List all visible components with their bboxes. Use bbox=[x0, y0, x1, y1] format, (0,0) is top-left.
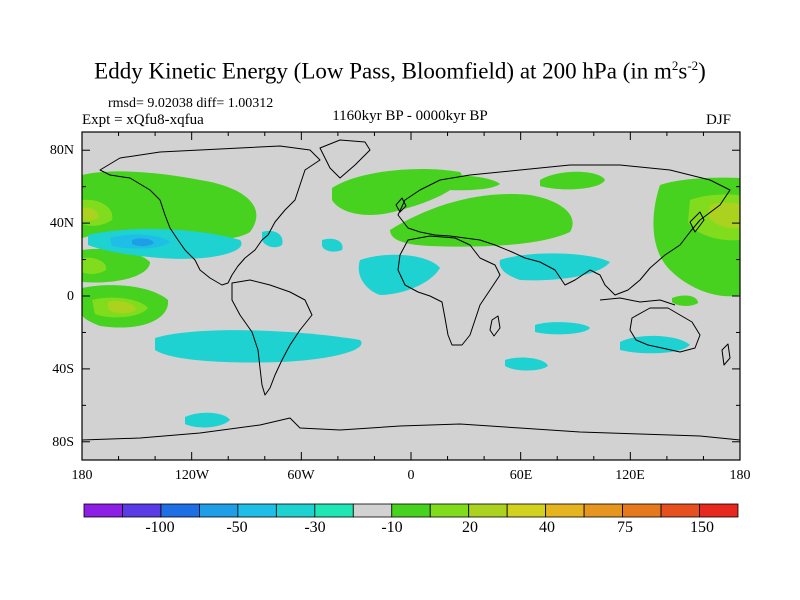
colorbar bbox=[83, 503, 739, 518]
coastline-indonesia bbox=[599, 297, 676, 306]
colorbar-swatch bbox=[583, 503, 623, 518]
colorbar-swatch bbox=[429, 503, 470, 518]
colorbar-swatch bbox=[660, 503, 700, 518]
colorbar-swatch bbox=[275, 503, 316, 518]
lat-tick-label: 40S bbox=[52, 362, 74, 377]
fill-region-cyan bbox=[505, 357, 548, 371]
fill-region-green bbox=[82, 248, 150, 283]
lon-tick-label: 120E bbox=[615, 468, 645, 483]
colorbar-swatch bbox=[391, 503, 431, 518]
lon-tick-label: 0 bbox=[407, 468, 415, 483]
lat-tick-label: 40N bbox=[49, 216, 74, 231]
colorbar-label: 150 bbox=[690, 519, 714, 536]
colorbar-label: -30 bbox=[304, 519, 326, 536]
colorbar-swatch bbox=[468, 503, 508, 518]
colorbar-swatch bbox=[122, 503, 162, 518]
lon-tick-label: 120W bbox=[174, 468, 210, 483]
lat-tick-label: 80S bbox=[52, 435, 74, 450]
plot-title: Eddy Kinetic Energy (Low Pass, Bloomfiel… bbox=[94, 58, 706, 84]
colorbar-swatch bbox=[199, 503, 239, 518]
colorbar-swatch bbox=[622, 503, 662, 518]
lat-tick-label: 80N bbox=[49, 143, 74, 158]
colorbar-swatch bbox=[237, 503, 277, 518]
fill-region-cyan bbox=[185, 412, 230, 428]
colorbar-label: 40 bbox=[539, 519, 555, 536]
season-label: DJF bbox=[706, 112, 732, 128]
fill-region-cyan bbox=[322, 238, 343, 252]
contour-fills bbox=[82, 168, 740, 428]
coastline-africa bbox=[397, 235, 501, 346]
coastline-north-america bbox=[99, 145, 321, 286]
rmsd-diff-stats: rmsd= 9.02038 diff= 1.00312 bbox=[108, 96, 274, 111]
colorbar-label: -10 bbox=[381, 519, 403, 536]
colorbar-label: -50 bbox=[226, 519, 248, 536]
coastline-antarctica bbox=[81, 417, 741, 441]
coastline-british-isles bbox=[395, 197, 407, 213]
fill-region-yellow bbox=[708, 202, 740, 229]
fill-region-cyan bbox=[499, 253, 610, 281]
colorbar-swatch bbox=[314, 503, 354, 518]
fill-region-green bbox=[390, 194, 573, 247]
time-period-label: 1160kyr BP - 0000kyr BP bbox=[332, 108, 488, 124]
colorbar-swatch bbox=[506, 503, 547, 518]
axis-ticks bbox=[81, 132, 741, 460]
lat-tick-label: 0 bbox=[67, 289, 74, 304]
fill-region-green bbox=[540, 171, 605, 190]
colorbar-label: -100 bbox=[145, 519, 175, 536]
colorbar-swatch bbox=[352, 503, 393, 518]
fill-region-green bbox=[220, 208, 255, 228]
coastline-greenland bbox=[319, 139, 371, 179]
lon-tick-label: 180 bbox=[729, 468, 751, 483]
coastlines bbox=[81, 139, 741, 441]
coastline-new-zealand bbox=[721, 343, 731, 366]
colorbar-swatch bbox=[160, 503, 200, 518]
coastline-japan bbox=[689, 211, 705, 233]
coastline-south-america bbox=[231, 279, 313, 396]
fill-region-cyan bbox=[358, 254, 440, 295]
fill-region-yellow bbox=[82, 207, 99, 221]
fill-region-green bbox=[672, 295, 698, 306]
colorbar-swatch bbox=[699, 503, 739, 518]
fill-region-green bbox=[82, 171, 257, 240]
colorbar-swatch bbox=[83, 503, 123, 518]
fill-region-cyan bbox=[155, 330, 362, 363]
colorbar-label: 20 bbox=[462, 519, 478, 536]
lon-tick-label: 180 bbox=[71, 468, 93, 483]
fill-region-yellow bbox=[108, 300, 136, 314]
fill-region-blue bbox=[132, 238, 154, 247]
colorbar-label: 75 bbox=[617, 519, 633, 536]
experiment-label: Expt = xQfu8-xqfua bbox=[82, 112, 204, 128]
fill-region-green bbox=[420, 175, 500, 191]
fill-region-yellow-green bbox=[82, 257, 107, 274]
lon-tick-label: 60E bbox=[509, 468, 533, 483]
fill-region-cyan bbox=[262, 230, 283, 248]
coastline-australia bbox=[629, 307, 701, 353]
coastline-eurasia bbox=[397, 164, 731, 296]
lon-tick-label: 60W bbox=[287, 468, 315, 483]
colorbar-swatch bbox=[545, 503, 585, 518]
coastline-madagascar bbox=[489, 315, 501, 337]
fill-region-cyan bbox=[535, 322, 590, 335]
